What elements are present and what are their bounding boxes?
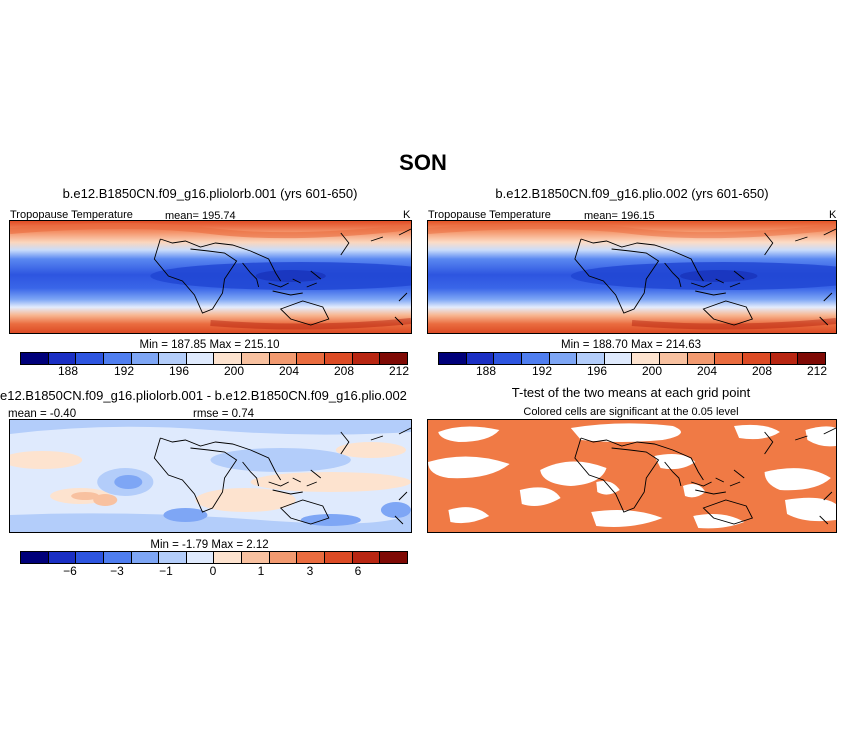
panel1-minmax: Min = 187.85 Max = 215.10 xyxy=(139,339,280,351)
panel3-tick: −6 xyxy=(63,564,77,578)
panel4-subtitle: Colored cells are significant at the 0.0… xyxy=(523,406,739,418)
panel2-tick: 188 xyxy=(475,364,497,378)
panel1-variable-label: Tropopause Temperature xyxy=(10,209,133,221)
panel1-tick: 208 xyxy=(333,364,355,378)
panel2-variable-label: Tropopause Temperature xyxy=(428,209,551,221)
panel3-rmse: rmse = 0.74 xyxy=(193,408,255,420)
panel2-tick: 204 xyxy=(696,364,718,378)
panel3-mean: mean = -0.40 xyxy=(8,408,77,420)
panel1-tick: 196 xyxy=(168,364,190,378)
panel2-tick: 192 xyxy=(531,364,553,378)
panel3-tick: 1 xyxy=(257,564,265,578)
panel3-tick: 0 xyxy=(209,564,217,578)
panel1-tick: 204 xyxy=(278,364,300,378)
panel2-tick: 212 xyxy=(806,364,828,378)
panel2-tick: 208 xyxy=(751,364,773,378)
panel1-title: b.e12.B1850CN.f09_g16.pliolorb.001 (yrs … xyxy=(62,186,358,201)
panel2-minmax: Min = 188.70 Max = 214.63 xyxy=(560,339,701,351)
panel3-tick: −1 xyxy=(159,564,173,578)
panel1-unit: K xyxy=(403,209,411,221)
panel1-tick: 192 xyxy=(113,364,135,378)
panel3-title: e12.B1850CN.f09_g16.pliolorb.001 - b.e12… xyxy=(0,388,407,403)
page-title: SON xyxy=(399,150,447,175)
panel2-colorbar xyxy=(438,352,826,365)
panel3-colorbar xyxy=(20,551,408,564)
panel2-title: b.e12.B1850CN.f09_g16.plio.002 (yrs 601-… xyxy=(495,186,769,201)
panel2-map xyxy=(427,220,837,334)
panel3-tick: 6 xyxy=(354,564,362,578)
panel4-map xyxy=(427,419,837,533)
panel1-mean: mean= 195.74 xyxy=(165,210,236,222)
panel1-colorbar xyxy=(20,352,408,365)
panel1-tick: 200 xyxy=(223,364,245,378)
panel1-tick: 188 xyxy=(57,364,79,378)
panel2-unit: K xyxy=(829,209,837,221)
panel3-tick: −3 xyxy=(110,564,124,578)
panel3-tick: 3 xyxy=(306,564,314,578)
panel3-minmax: Min = -1.79 Max = 2.12 xyxy=(150,539,269,551)
panel4-title: T-test of the two means at each grid poi… xyxy=(511,385,751,400)
panel1-map xyxy=(9,220,412,334)
panel3-map xyxy=(9,419,412,533)
panel1-tick: 212 xyxy=(388,364,410,378)
panel2-tick: 196 xyxy=(586,364,608,378)
panel2-tick: 200 xyxy=(641,364,663,378)
panel2-mean: mean= 196.15 xyxy=(584,210,655,222)
